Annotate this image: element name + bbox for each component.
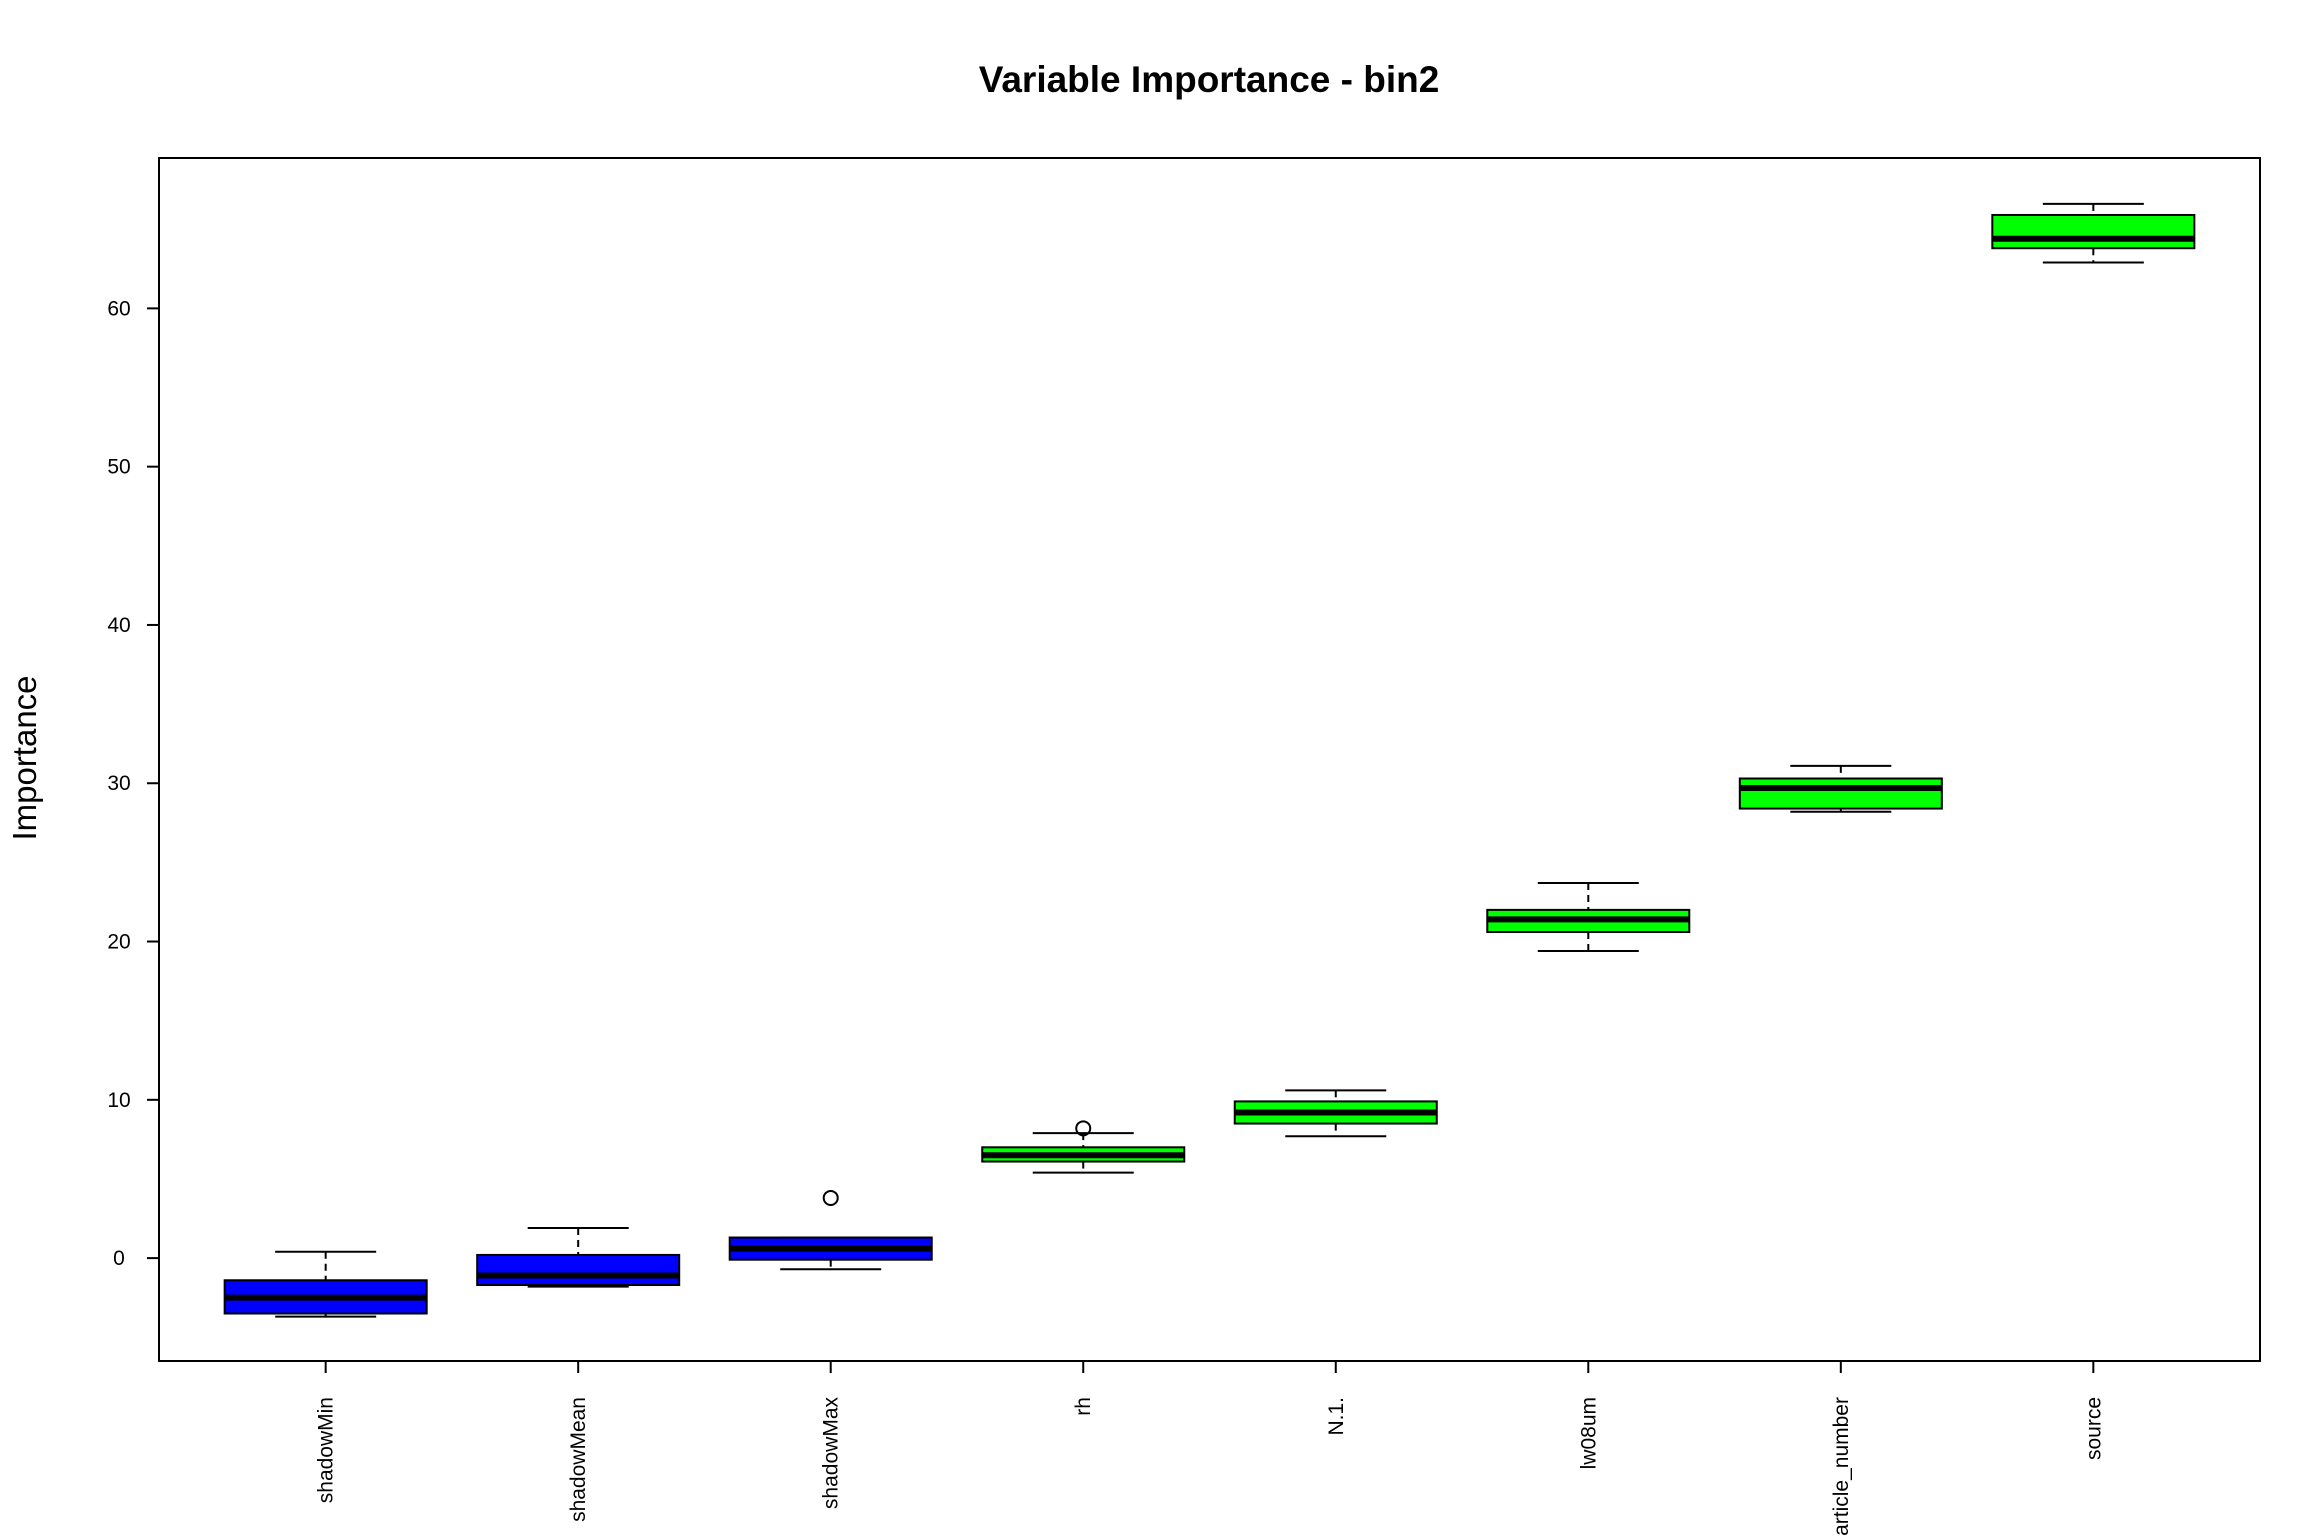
y-tick-label: 30: [107, 772, 130, 795]
outlier-point: [1075, 1120, 1092, 1137]
x-axis: shadowMin shadowMean shadowMax rh N.1. lw08um…: [315, 1360, 2105, 1536]
x-tick-label-N.1.: N.1.: [1325, 1397, 1348, 1436]
y-axis-label: Importance: [6, 675, 43, 840]
x-tick-label-particle_number: particle_number: [1830, 1397, 1853, 1536]
x-tick-label-lw08um: lw08um: [1577, 1397, 1600, 1469]
box-iqr: [1738, 777, 1943, 810]
box-lw08um: [1486, 881, 1691, 953]
box-shadowMax: [728, 1189, 933, 1271]
x-tick-label-shadowMax: shadowMax: [820, 1397, 843, 1510]
y-tick-label: 10: [107, 1089, 130, 1112]
box-particle_number: [1738, 764, 1943, 813]
x-tick-label-shadowMin: shadowMin: [315, 1397, 338, 1503]
x-tick-label-rh: rh: [1072, 1397, 1095, 1416]
box-shadowMin: [223, 1250, 428, 1318]
y-tick-label: 40: [107, 614, 130, 637]
x-tick-label-shadowMean: shadowMean: [567, 1397, 590, 1522]
box-shadowMean: [476, 1227, 681, 1288]
y-tick-label: 50: [107, 456, 130, 479]
outlier-point: [822, 1189, 839, 1206]
box-source: [1991, 202, 2196, 264]
x-tick-label-source: source: [2082, 1397, 2105, 1460]
boxplot-series: [223, 202, 2196, 1318]
y-axis: 0 10 20 30 40 50 60: [107, 297, 160, 1270]
box-iqr: [1991, 213, 2196, 250]
y-tick-label: 60: [107, 297, 130, 320]
chart-title: Variable Importance - bin2: [979, 59, 1440, 100]
box-N.1.: [1233, 1089, 1438, 1138]
box-iqr: [476, 1253, 681, 1287]
y-tick-label: 20: [107, 931, 130, 954]
y-tick-label: 0: [113, 1247, 125, 1270]
box-rh: [981, 1120, 1186, 1174]
